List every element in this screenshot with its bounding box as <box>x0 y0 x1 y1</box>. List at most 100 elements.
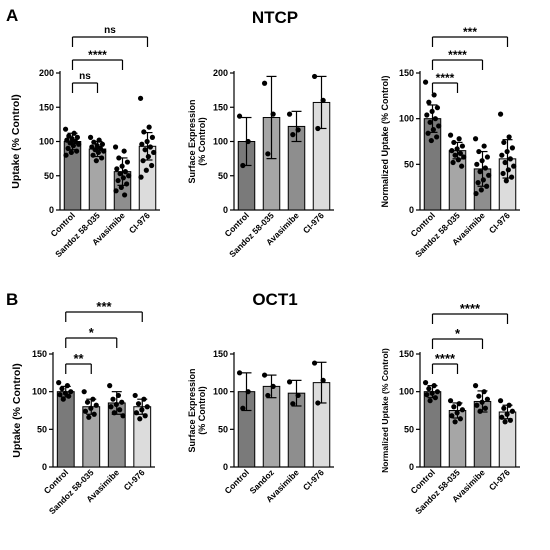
data-point <box>481 389 487 395</box>
data-point <box>112 144 119 150</box>
y-tick-label: 200 <box>213 68 228 78</box>
data-point <box>497 111 504 117</box>
y-tick-label: 100 <box>213 137 228 147</box>
data-point <box>474 402 480 408</box>
data-point <box>315 400 321 406</box>
data-point <box>431 383 437 389</box>
data-point <box>110 396 116 402</box>
data-point <box>63 152 69 158</box>
data-point <box>120 413 126 419</box>
data-point <box>428 137 434 144</box>
data-point <box>449 413 455 419</box>
significance-label: ** <box>73 351 84 366</box>
data-point <box>122 192 128 198</box>
data-point <box>118 184 124 190</box>
data-point <box>311 360 318 366</box>
y-axis-label-line: (% Control) <box>197 386 207 435</box>
y-tick-label: 0 <box>49 205 54 215</box>
data-point <box>424 392 430 398</box>
y-axis-label: Uptake (% Control) <box>11 363 23 458</box>
significance-label: ns <box>104 25 116 36</box>
data-point <box>456 401 462 407</box>
data-point <box>509 145 516 151</box>
data-point <box>447 398 454 404</box>
data-point <box>427 398 433 404</box>
data-point <box>434 134 440 140</box>
data-point <box>457 416 463 422</box>
y-tick-label: 150 <box>32 349 47 359</box>
row-title-bottom: OCT1 <box>252 290 297 309</box>
data-point <box>60 396 66 402</box>
data-point <box>499 152 505 158</box>
data-point <box>145 153 151 160</box>
data-point <box>311 73 318 80</box>
data-point <box>431 92 437 98</box>
data-point <box>90 396 96 402</box>
data-point <box>429 390 435 396</box>
bar <box>56 391 75 468</box>
y-axis-label: Surface Expression(% Control) <box>187 99 207 183</box>
data-point <box>457 150 463 156</box>
y-axis-label-line: (% Control) <box>197 117 207 166</box>
data-point <box>476 148 482 155</box>
data-point <box>96 137 102 143</box>
data-point <box>434 389 441 395</box>
data-point <box>149 134 156 140</box>
data-point <box>99 155 105 161</box>
data-point <box>472 136 479 142</box>
significance-label: * <box>89 325 95 340</box>
data-point <box>88 405 94 411</box>
y-axis-label-line: Surface Expression <box>187 368 197 452</box>
data-point <box>139 141 145 147</box>
bar <box>82 406 101 468</box>
data-point <box>501 139 507 146</box>
data-point <box>114 166 120 172</box>
data-point <box>62 126 69 132</box>
data-point <box>107 383 113 389</box>
y-tick-label: 0 <box>42 462 47 472</box>
y-tick-label: 100 <box>399 387 414 397</box>
data-point <box>451 139 457 146</box>
y-axis-label: Normalized Uptake (% Control) <box>380 348 390 473</box>
data-point <box>138 174 144 180</box>
data-point <box>146 124 152 130</box>
y-axis-label: Uptake (% Control) <box>10 94 22 189</box>
data-point <box>139 407 145 413</box>
bar <box>262 385 281 468</box>
data-point <box>451 404 457 410</box>
data-point <box>240 405 246 411</box>
y-tick-label: 50 <box>404 424 414 434</box>
y-tick-label: 0 <box>223 462 228 472</box>
y-tick-label: 0 <box>409 462 414 472</box>
data-point <box>472 383 479 389</box>
panel-letter-b: B <box>6 290 18 309</box>
data-point <box>137 416 143 422</box>
data-point <box>81 389 87 395</box>
data-point <box>459 407 466 413</box>
data-point <box>479 158 485 164</box>
y-tick-label: 0 <box>223 205 228 215</box>
x-category-label: CI-976 <box>487 467 512 492</box>
data-point <box>447 132 454 138</box>
data-point <box>484 154 491 160</box>
data-point <box>74 148 80 154</box>
x-category-label: CI-976 <box>127 210 152 235</box>
data-point <box>499 414 505 420</box>
data-point <box>270 111 276 117</box>
data-point <box>497 398 504 404</box>
data-point <box>117 171 123 177</box>
data-point <box>93 158 99 164</box>
data-point <box>113 401 119 408</box>
y-tick-label: 50 <box>404 159 414 169</box>
significance-label: **** <box>460 301 481 316</box>
data-point <box>113 188 119 194</box>
data-point <box>82 408 89 414</box>
data-point <box>140 158 146 164</box>
data-point <box>115 392 122 399</box>
data-point <box>115 177 121 184</box>
data-point <box>270 383 276 389</box>
data-point <box>90 152 96 158</box>
data-point <box>505 167 511 173</box>
